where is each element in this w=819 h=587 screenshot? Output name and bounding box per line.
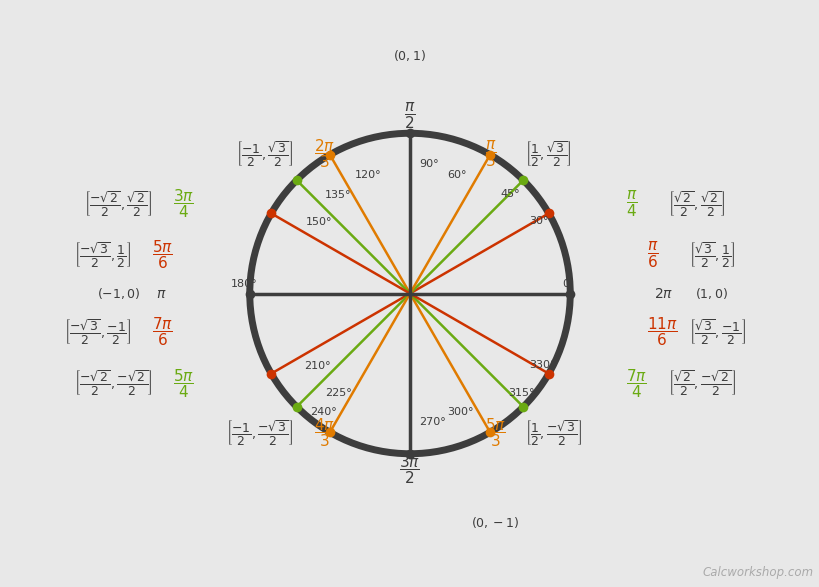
Text: $\left[\dfrac{\sqrt{3}}{2},\dfrac{1}{2}\right]$: $\left[\dfrac{\sqrt{3}}{2},\dfrac{1}{2}\… — [688, 240, 735, 270]
Text: $(0, 1)$: $(0, 1)$ — [393, 48, 426, 63]
Text: $\left[\dfrac{1}{2},\dfrac{-\sqrt{3}}{2}\right]$: $\left[\dfrac{1}{2},\dfrac{-\sqrt{3}}{2}… — [525, 418, 581, 448]
Text: Calcworkshop.com: Calcworkshop.com — [702, 566, 812, 579]
Text: 240°: 240° — [310, 407, 337, 417]
Text: $\dfrac{\pi}{2}$: $\dfrac{\pi}{2}$ — [404, 101, 415, 131]
Text: 270°: 270° — [419, 417, 446, 427]
Text: $\dfrac{7\pi}{6}$: $\dfrac{7\pi}{6}$ — [152, 316, 173, 348]
Text: $\dfrac{5\pi}{4}$: $\dfrac{5\pi}{4}$ — [172, 367, 193, 400]
Text: 0: 0 — [562, 279, 568, 289]
Text: 60°: 60° — [447, 170, 466, 180]
Text: 30°: 30° — [528, 215, 548, 225]
Text: $\left[\dfrac{-\sqrt{3}}{2},\dfrac{1}{2}\right]$: $\left[\dfrac{-\sqrt{3}}{2},\dfrac{1}{2}… — [75, 240, 131, 270]
Text: $\dfrac{2\pi}{3}$: $\dfrac{2\pi}{3}$ — [313, 138, 334, 170]
Text: $\dfrac{5\pi}{3}$: $\dfrac{5\pi}{3}$ — [485, 417, 506, 449]
Text: $\dfrac{\pi}{4}$: $\dfrac{\pi}{4}$ — [626, 189, 637, 218]
Text: $\left[\dfrac{\sqrt{3}}{2},\dfrac{-1}{2}\right]$: $\left[\dfrac{\sqrt{3}}{2},\dfrac{-1}{2}… — [688, 317, 744, 347]
Text: 180°: 180° — [231, 279, 257, 289]
Text: $\dfrac{7\pi}{4}$: $\dfrac{7\pi}{4}$ — [626, 367, 647, 400]
Text: 225°: 225° — [324, 388, 351, 399]
Text: $(1,0)$: $(1,0)$ — [695, 286, 727, 301]
Text: 210°: 210° — [304, 362, 330, 372]
Text: 315°: 315° — [508, 388, 534, 399]
Text: $\left[\dfrac{-\sqrt{3}}{2},\dfrac{-1}{2}\right]$: $\left[\dfrac{-\sqrt{3}}{2},\dfrac{-1}{2… — [64, 317, 131, 347]
Text: $\left[\dfrac{\sqrt{2}}{2},\dfrac{-\sqrt{2}}{2}\right]$: $\left[\dfrac{\sqrt{2}}{2},\dfrac{-\sqrt… — [667, 369, 735, 398]
Text: 120°: 120° — [355, 170, 381, 180]
Text: $\left[\dfrac{-1}{2},\dfrac{\sqrt{3}}{2}\right]$: $\left[\dfrac{-1}{2},\dfrac{\sqrt{3}}{2}… — [236, 139, 292, 169]
Text: $\left[\dfrac{-1}{2},\dfrac{-\sqrt{3}}{2}\right]$: $\left[\dfrac{-1}{2},\dfrac{-\sqrt{3}}{2… — [225, 418, 292, 448]
Text: $2\pi$: $2\pi$ — [653, 286, 672, 301]
Text: $(0,-1)$: $(0,-1)$ — [470, 515, 518, 529]
Text: 330°: 330° — [528, 360, 554, 370]
Text: $\pi$: $\pi$ — [156, 286, 166, 301]
Text: $\left[\dfrac{1}{2},\dfrac{\sqrt{3}}{2}\right]$: $\left[\dfrac{1}{2},\dfrac{\sqrt{3}}{2}\… — [525, 139, 571, 169]
Text: $\left[\dfrac{-\sqrt{2}}{2},\dfrac{-\sqrt{2}}{2}\right]$: $\left[\dfrac{-\sqrt{2}}{2},\dfrac{-\sqr… — [74, 369, 152, 398]
Text: $\dfrac{\pi}{6}$: $\dfrac{\pi}{6}$ — [646, 240, 658, 270]
Text: 45°: 45° — [500, 188, 519, 199]
Text: 150°: 150° — [305, 217, 332, 227]
Text: $\dfrac{3\pi}{2}$: $\dfrac{3\pi}{2}$ — [399, 453, 420, 486]
Text: $\left[\dfrac{\sqrt{2}}{2},\dfrac{\sqrt{2}}{2}\right]$: $\left[\dfrac{\sqrt{2}}{2},\dfrac{\sqrt{… — [667, 189, 725, 218]
Text: $\dfrac{3\pi}{4}$: $\dfrac{3\pi}{4}$ — [172, 187, 193, 220]
Text: $\left[\dfrac{-\sqrt{2}}{2},\dfrac{\sqrt{2}}{2}\right]$: $\left[\dfrac{-\sqrt{2}}{2},\dfrac{\sqrt… — [84, 189, 152, 218]
Text: 300°: 300° — [446, 407, 473, 417]
Text: $(-1,0)$: $(-1,0)$ — [97, 286, 141, 301]
Text: $\dfrac{4\pi}{3}$: $\dfrac{4\pi}{3}$ — [313, 417, 334, 449]
Text: 90°: 90° — [419, 158, 439, 168]
Text: $\dfrac{5\pi}{6}$: $\dfrac{5\pi}{6}$ — [152, 239, 173, 271]
Text: 135°: 135° — [324, 190, 351, 200]
Text: $\dfrac{\pi}{3}$: $\dfrac{\pi}{3}$ — [485, 139, 496, 169]
Text: $\dfrac{11\pi}{6}$: $\dfrac{11\pi}{6}$ — [646, 316, 677, 348]
